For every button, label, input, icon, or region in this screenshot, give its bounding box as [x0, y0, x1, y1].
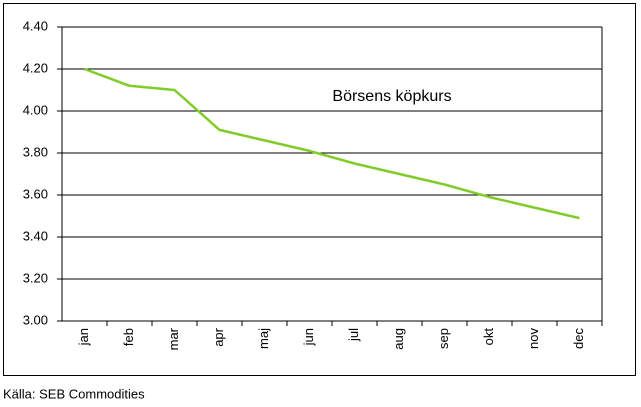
x-tick-label: dec	[571, 328, 586, 349]
source-note: Källa: SEB Commodities	[3, 386, 145, 401]
x-tick-label: sep	[436, 328, 451, 349]
y-tick-label: 4.20	[23, 60, 48, 75]
y-tick-label: 3.20	[23, 270, 48, 285]
x-tick-label: apr	[211, 327, 226, 346]
x-tick-label: nov	[526, 328, 541, 349]
y-tick-label: 3.60	[23, 186, 48, 201]
x-tick-label: okt	[481, 328, 496, 346]
x-tick-label: feb	[121, 328, 136, 346]
x-tick-label: jan	[76, 328, 91, 346]
y-tick-label: 4.40	[23, 18, 48, 33]
data-line	[84, 67, 580, 220]
chart-frame	[3, 3, 636, 376]
y-tick-label: 3.40	[23, 228, 48, 243]
y-tick-label: 3.80	[23, 144, 48, 159]
annotation: Börsens köpkurs	[332, 88, 451, 105]
y-tick-label: 4.00	[23, 102, 48, 117]
x-tick-label: jun	[301, 328, 316, 346]
x-tick-label: mar	[166, 327, 181, 350]
x-tick-label: jul	[346, 328, 361, 342]
x-tick-label: maj	[256, 328, 271, 349]
y-tick-label: 3.00	[23, 312, 48, 327]
x-tick-label: aug	[391, 328, 406, 350]
